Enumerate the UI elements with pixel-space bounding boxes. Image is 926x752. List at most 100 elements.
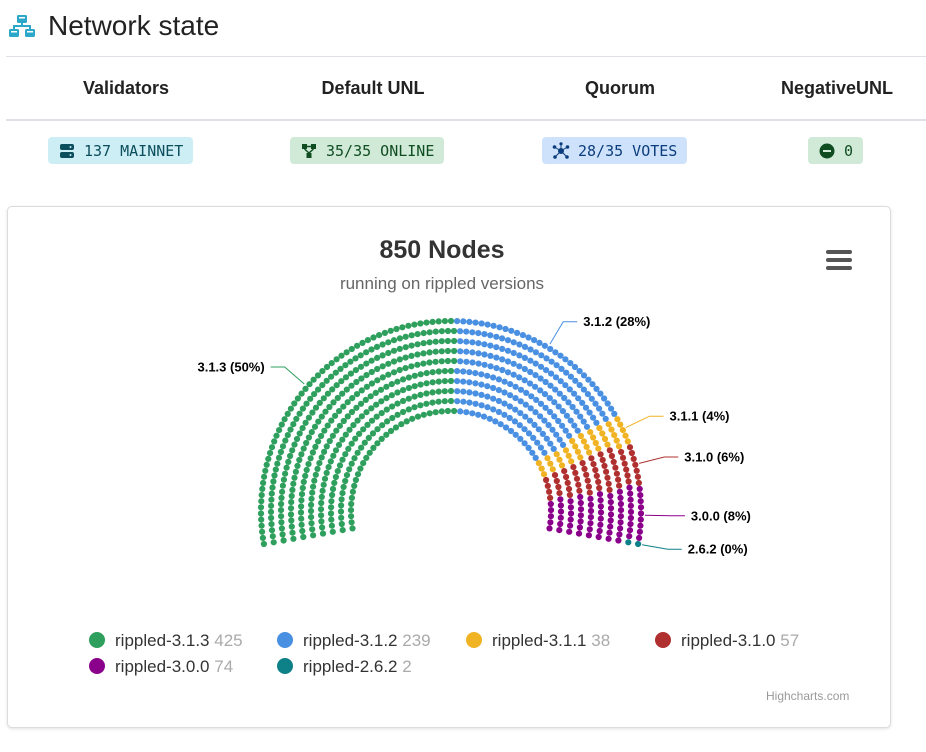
chart-point[interactable] — [552, 374, 560, 381]
chart-point[interactable] — [289, 447, 296, 454]
chart-point[interactable] — [335, 441, 343, 448]
chart-point[interactable] — [294, 395, 301, 402]
chart-point[interactable] — [328, 373, 335, 380]
chart-point[interactable] — [383, 431, 390, 438]
chart-point[interactable] — [565, 452, 572, 459]
chart-point[interactable] — [258, 498, 265, 505]
chart-point[interactable] — [370, 334, 377, 341]
chart-point[interactable] — [339, 456, 346, 463]
chart-point[interactable] — [298, 491, 306, 498]
chart-point[interactable] — [546, 395, 553, 402]
chart-point[interactable] — [311, 477, 318, 484]
chart-point[interactable] — [291, 400, 298, 407]
chart-point[interactable] — [342, 362, 349, 369]
chart-point[interactable] — [333, 427, 340, 434]
chart-point[interactable] — [287, 452, 294, 460]
chart-point[interactable] — [368, 346, 375, 353]
chart-point[interactable] — [342, 451, 349, 458]
chart-point[interactable] — [569, 437, 576, 445]
chart-point[interactable] — [571, 422, 578, 429]
chart-point[interactable] — [338, 502, 345, 509]
chart-point[interactable] — [549, 466, 556, 473]
chart-point[interactable] — [579, 399, 586, 406]
chart-point[interactable] — [511, 418, 518, 425]
chart-point[interactable] — [507, 381, 514, 388]
chart-point[interactable] — [478, 391, 485, 398]
chart-point[interactable] — [327, 458, 334, 465]
chart-point[interactable] — [302, 472, 309, 479]
chart-point[interactable] — [272, 466, 279, 473]
chart-point[interactable] — [340, 483, 347, 491]
chart-point[interactable] — [447, 367, 455, 375]
chart-point[interactable] — [329, 528, 336, 535]
chart-point[interactable] — [332, 369, 339, 376]
chart-point[interactable] — [328, 522, 335, 529]
chart-point[interactable] — [506, 414, 513, 422]
chart-point[interactable] — [559, 422, 566, 429]
chart-point[interactable] — [403, 418, 410, 425]
chart-point[interactable] — [298, 390, 305, 397]
chart-point[interactable] — [287, 511, 295, 518]
chart-point[interactable] — [362, 396, 369, 403]
chart-point[interactable] — [607, 499, 614, 506]
chart-point[interactable] — [490, 322, 497, 329]
chart-point[interactable] — [420, 330, 427, 337]
chart-point[interactable] — [347, 370, 354, 377]
chart-point[interactable] — [319, 487, 326, 494]
chart-point[interactable] — [308, 429, 315, 436]
chart-point[interactable] — [633, 467, 640, 474]
chart-point[interactable] — [490, 395, 497, 402]
chart-point[interactable] — [478, 320, 485, 327]
chart-point[interactable] — [580, 372, 588, 379]
chart-point[interactable] — [613, 437, 620, 444]
chart-point[interactable] — [635, 540, 642, 548]
chart-point[interactable] — [463, 409, 470, 416]
chart-point[interactable] — [596, 405, 603, 412]
chart-point[interactable] — [435, 398, 442, 405]
chart-point[interactable] — [592, 400, 599, 407]
chart-point[interactable] — [592, 439, 599, 447]
chart-point[interactable] — [360, 460, 367, 467]
chart-point[interactable] — [348, 382, 355, 389]
chart-point[interactable] — [336, 408, 343, 415]
chart-point[interactable] — [323, 443, 330, 450]
chart-point[interactable] — [319, 524, 326, 531]
chart-point[interactable] — [344, 399, 351, 406]
chart-point[interactable] — [506, 403, 513, 410]
chart-point[interactable] — [392, 424, 400, 431]
chart-point[interactable] — [414, 331, 421, 338]
chart-point[interactable] — [556, 527, 563, 534]
chart-point[interactable] — [604, 441, 611, 448]
chart-point[interactable] — [617, 525, 624, 532]
chart-point[interactable] — [259, 534, 266, 542]
chart-point[interactable] — [542, 378, 549, 386]
chart-point[interactable] — [268, 502, 275, 509]
chart-point[interactable] — [267, 449, 274, 457]
chart-point[interactable] — [460, 368, 467, 375]
chart-point[interactable] — [517, 398, 524, 405]
chart-point[interactable] — [282, 470, 289, 477]
chart-point[interactable] — [566, 528, 573, 535]
chart-point[interactable] — [523, 389, 530, 396]
chart-point[interactable] — [432, 328, 439, 335]
chart-point[interactable] — [617, 500, 625, 508]
chart-point[interactable] — [530, 434, 537, 441]
quorum-badge[interactable]: 28/35 VOTES — [542, 137, 688, 164]
chart-point[interactable] — [290, 421, 297, 428]
chart-point[interactable] — [562, 447, 570, 454]
chart-point[interactable] — [558, 365, 565, 372]
chart-point[interactable] — [618, 448, 625, 456]
chart-point[interactable] — [342, 374, 350, 381]
chart-point[interactable] — [586, 449, 593, 456]
chart-point[interactable] — [626, 444, 634, 451]
chart-point[interactable] — [441, 318, 448, 325]
chart-point[interactable] — [613, 470, 621, 477]
chart-point[interactable] — [538, 465, 545, 472]
chart-point[interactable] — [495, 376, 502, 383]
chart-point[interactable] — [543, 476, 550, 484]
chart-point[interactable] — [528, 393, 535, 400]
chart-point[interactable] — [521, 354, 529, 361]
legend-marker[interactable] — [277, 658, 293, 674]
chart-point[interactable] — [303, 466, 310, 474]
chart-point[interactable] — [626, 533, 633, 540]
